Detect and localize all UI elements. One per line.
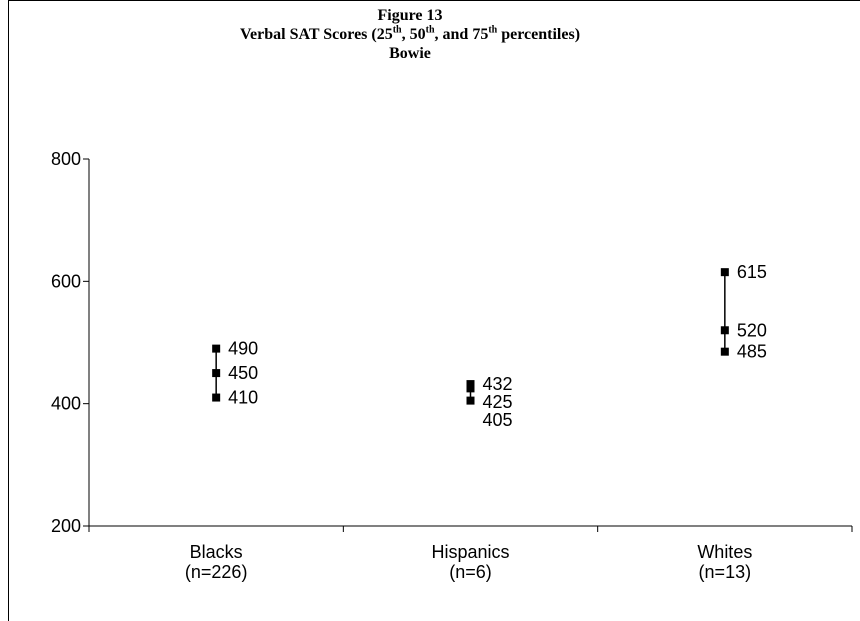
title-line-2-part-1: Verbal SAT Scores (25 [239,26,393,43]
data-label: 490 [228,339,258,359]
data-point-marker [720,326,729,335]
x-category-label: Hispanics [431,542,509,562]
title-sup-3: th [488,24,498,36]
x-category-count: (n=13) [699,562,752,582]
x-category-count: (n=6) [449,562,492,582]
chart-frame [8,0,860,621]
data-label: 432 [483,374,513,394]
data-point-marker [212,344,221,353]
data-point-marker [212,393,221,402]
data-label: 450 [228,363,258,383]
y-tick-label: 200 [51,516,81,536]
title-sup-1: th [392,24,402,36]
y-tick-label: 400 [51,394,81,414]
title-line-3: Bowie [389,45,431,62]
title-line-2-part-4: percentiles) [497,26,581,43]
data-label: 410 [228,388,258,408]
x-category-count: (n=226) [185,562,248,582]
data-label: 405 [483,410,513,430]
data-point-marker [720,268,729,277]
title-line-2: Verbal SAT Scores (25th, 50th, and 75th … [0,25,820,44]
chart-title: Figure 13 Verbal SAT Scores (25th, 50th,… [0,6,820,63]
title-sup-2: th [425,24,435,36]
data-point-marker [466,396,475,405]
data-point-marker [212,369,221,378]
title-line-1: Figure 13 [377,7,443,24]
data-label: 520 [737,320,767,340]
title-line-2-part-2: , 50 [401,26,426,43]
data-point-marker [466,384,475,393]
data-label: 485 [737,342,767,362]
data-point-marker [466,380,475,389]
title-line-2-part-3: , and 75 [434,26,489,43]
data-label: 615 [737,262,767,282]
data-point-marker [720,347,729,356]
y-tick-label: 800 [51,149,81,169]
x-category-label: Whites [697,542,752,562]
data-label: 425 [483,392,513,412]
y-tick-label: 600 [51,271,81,291]
x-category-label: Blacks [190,542,243,562]
